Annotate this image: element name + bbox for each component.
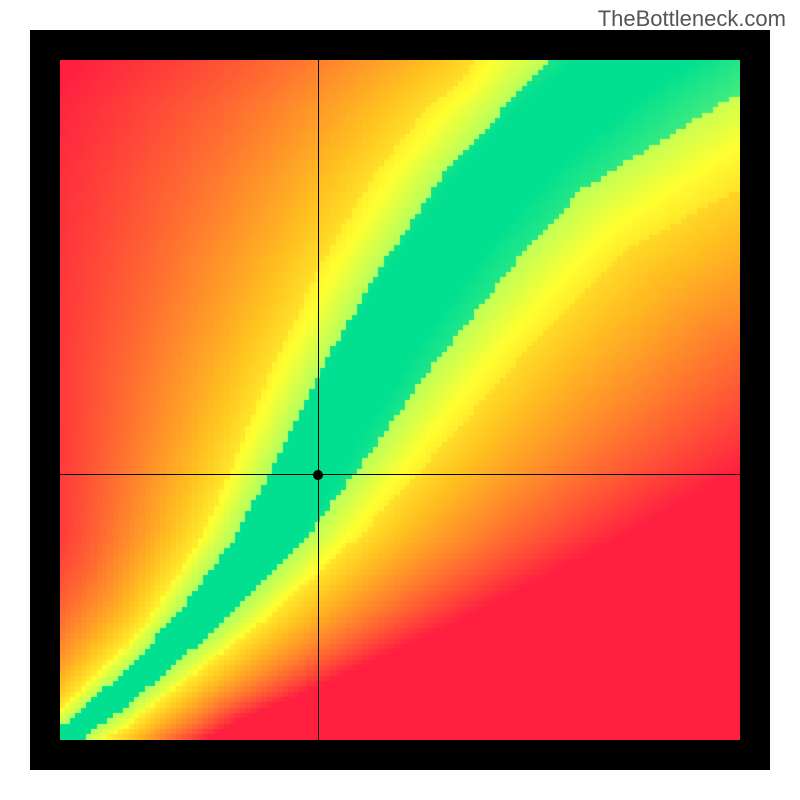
data-point-marker [313,470,323,480]
heatmap-canvas [60,60,740,740]
crosshair-vertical [318,60,319,740]
chart-border [30,30,770,770]
watermark: TheBottleneck.com [598,6,786,32]
heatmap-plot [60,60,740,740]
crosshair-horizontal [60,474,740,475]
